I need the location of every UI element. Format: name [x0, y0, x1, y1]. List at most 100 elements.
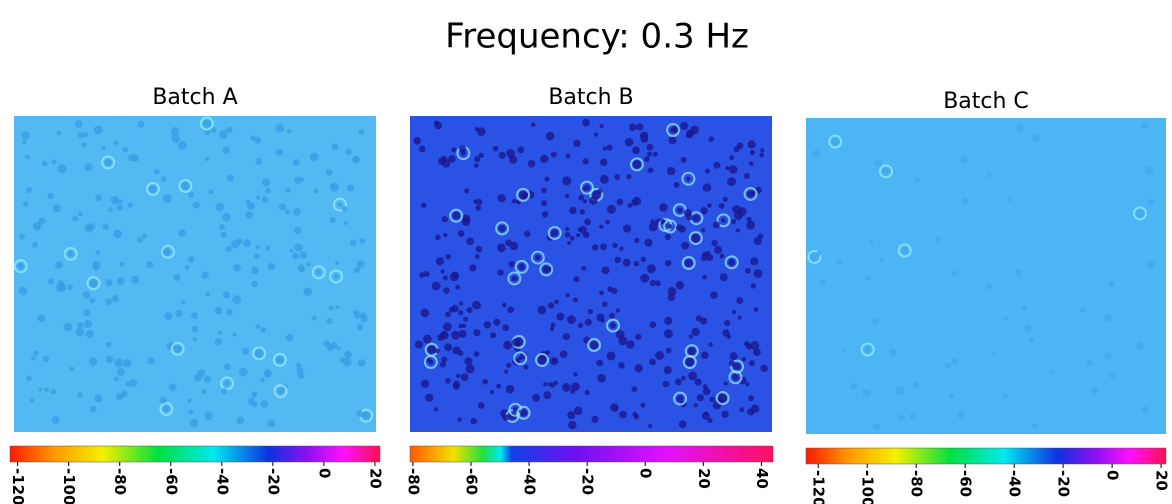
texture-dot — [700, 227, 706, 233]
texture-dot — [265, 245, 270, 251]
texture-dot — [203, 375, 212, 384]
texture-ring — [860, 342, 875, 357]
texture-dot — [702, 384, 708, 390]
texture-dot — [573, 372, 578, 377]
panel-title: Batch B — [548, 85, 633, 110]
texture-dot — [131, 154, 139, 162]
texture-dot — [1031, 134, 1040, 143]
texture-dot — [680, 156, 687, 163]
texture-dot — [517, 146, 525, 154]
texture-dot — [177, 141, 187, 150]
texture-dot — [727, 177, 737, 187]
texture-dot — [882, 167, 890, 175]
texture-dot — [72, 215, 79, 222]
texture-dot — [662, 380, 670, 388]
colorbar-tick-label: -120 — [810, 470, 828, 504]
texture-dot — [333, 273, 339, 280]
texture-dot — [173, 345, 182, 353]
texture-dot — [67, 284, 73, 290]
texture-dot — [527, 159, 536, 168]
texture-dot — [215, 202, 225, 212]
texture-dot — [711, 239, 718, 247]
texture-dot — [473, 329, 481, 337]
texture-dot — [461, 323, 467, 329]
texture-dot — [597, 188, 603, 194]
texture-dot — [356, 260, 365, 269]
texture-dot — [451, 147, 457, 153]
texture-dot — [493, 318, 501, 326]
texture-dot — [862, 389, 871, 398]
colorbar-tick-label: 40 — [753, 468, 771, 489]
texture-dot — [448, 155, 456, 163]
texture-dot — [1021, 304, 1028, 311]
texture-dot — [299, 251, 307, 259]
texture-dot — [202, 119, 211, 128]
texture-dot — [681, 375, 686, 381]
texture-dot — [83, 309, 91, 317]
texture-dot — [646, 264, 656, 274]
texture-dot — [95, 250, 101, 256]
texture-ring — [730, 359, 745, 374]
texture-dot — [951, 270, 958, 276]
texture-ring — [273, 384, 288, 399]
texture-dot — [1146, 260, 1156, 269]
texture-dot — [32, 222, 42, 231]
texture-dot — [496, 383, 502, 389]
texture-dot — [696, 394, 704, 402]
texture-dot — [47, 278, 55, 285]
texture-dot — [1135, 341, 1145, 351]
texture-dot — [89, 297, 96, 304]
texture-dot — [117, 204, 124, 211]
texture-dot — [743, 172, 750, 179]
texture-dot — [463, 316, 469, 322]
texture-dot — [622, 224, 632, 233]
texture-dot — [473, 351, 480, 357]
texture-dot — [443, 232, 448, 238]
texture-dot — [550, 322, 556, 328]
texture-dot — [747, 140, 756, 149]
texture-dot — [292, 158, 300, 166]
texture-dot — [461, 217, 471, 226]
texture-dot — [201, 271, 209, 279]
texture-ring — [629, 157, 644, 172]
texture-dot — [1008, 197, 1013, 203]
texture-dot — [323, 340, 331, 347]
texture-dot — [434, 407, 439, 412]
texture-dot — [56, 130, 62, 136]
texture-dot — [690, 125, 699, 135]
texture-dot — [550, 327, 555, 332]
texture-dot — [111, 294, 119, 302]
texture-dot — [88, 357, 98, 366]
texture-dot — [753, 307, 759, 312]
texture-dot — [292, 252, 300, 260]
texture-dot — [261, 196, 268, 203]
texture-dot — [50, 388, 57, 395]
texture-dot — [105, 298, 113, 306]
texture-dot — [606, 144, 613, 151]
texture-dot — [668, 136, 677, 145]
texture-dot — [311, 315, 317, 321]
texture-dot — [277, 387, 284, 395]
texture-ring — [86, 276, 101, 291]
texture-dot — [473, 199, 478, 204]
texture-dot — [284, 209, 290, 215]
texture-dot — [511, 338, 521, 347]
texture-dot — [602, 146, 608, 151]
texture-dot — [254, 349, 264, 358]
texture-dot — [667, 293, 676, 302]
texture-ring — [449, 208, 464, 223]
texture-ring — [724, 255, 739, 270]
texture-dot — [713, 161, 721, 169]
texture-dot — [599, 224, 604, 229]
texture-dot — [17, 262, 24, 270]
colorbar-tick-label: 20 — [1153, 470, 1171, 491]
texture-dot — [582, 118, 590, 127]
texture-dot — [956, 410, 965, 419]
texture-dot — [120, 390, 128, 398]
texture-dot — [749, 149, 756, 156]
texture-ring — [665, 123, 680, 138]
texture-dot — [119, 261, 125, 267]
texture-dot — [511, 275, 518, 282]
texture-dot — [709, 396, 716, 403]
texture-dot — [452, 211, 460, 220]
